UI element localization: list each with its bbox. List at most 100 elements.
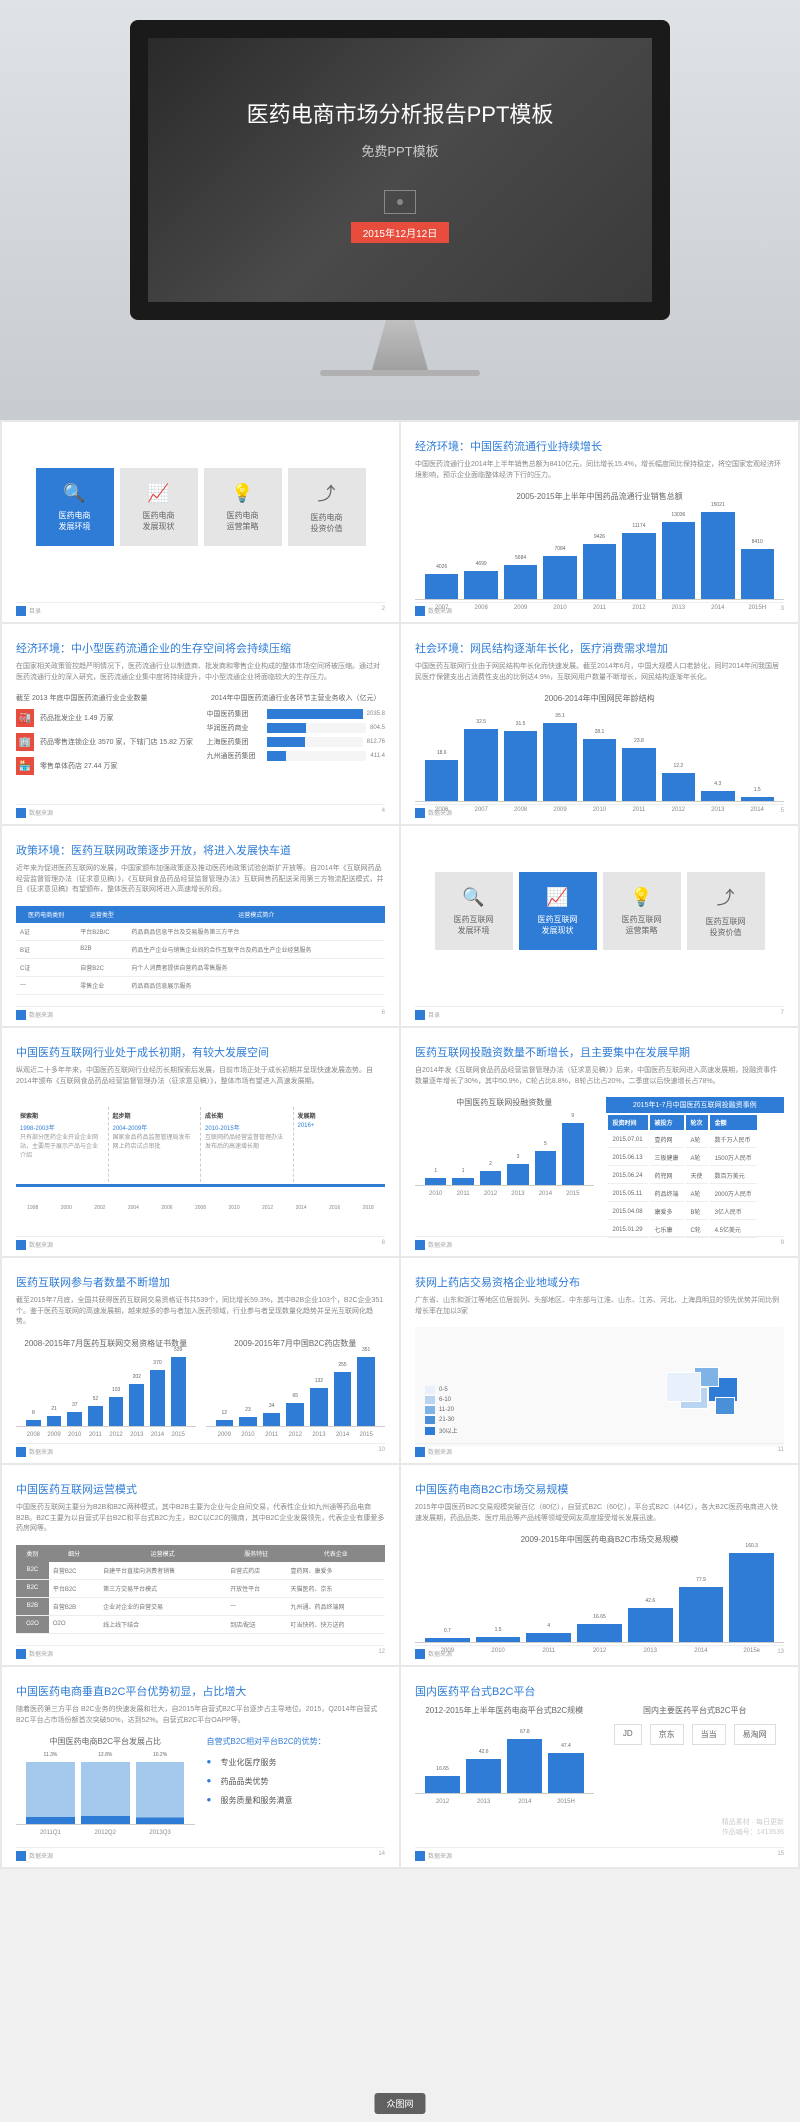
footer-icon: [16, 808, 26, 818]
legend-item: 21-30: [425, 1416, 458, 1424]
chart-bar: 67.82014: [507, 1739, 542, 1793]
slide-desc: 中国医药流通行业2014年上半年销售总额为8410亿元，同比增长15.4%，增长…: [415, 460, 784, 481]
footer-icon: [16, 1649, 26, 1659]
chart-bar: 3512015: [357, 1357, 375, 1426]
page-num: 7: [781, 1010, 784, 1020]
legend-item: 30以上: [425, 1426, 458, 1435]
nav-tile[interactable]: ⤴医药电商投资价值: [288, 468, 366, 546]
chart-title: 2009-2015年中国医药电商B2C市场交易规模: [415, 1534, 784, 1545]
chart-bar: 3702014: [150, 1370, 165, 1425]
chart-bar: 2022013: [129, 1384, 144, 1425]
participants-chart-2: 1220092320103420116520121322013255201435…: [206, 1357, 386, 1427]
slide-desc: 中国医药互联网主要分为B2B和B2C两种模式，其中B2B主要为企业与企自间交易，…: [16, 1503, 385, 1535]
chart-bar: 212009: [47, 1416, 62, 1426]
footer-icon: [415, 1851, 425, 1861]
chart-bar: 232010: [239, 1417, 257, 1425]
hbar-row: 九州通医药集团411.4: [207, 751, 386, 761]
chart-bar: 47.42015H: [548, 1753, 583, 1793]
platform-logo: 当当: [692, 1724, 726, 1745]
chart-bar: 0.72009: [425, 1638, 470, 1642]
slide-title: 获网上药店交易资格企业地域分布: [415, 1274, 784, 1290]
chart-bar: 52014: [535, 1151, 556, 1186]
chart-bar: 150212014: [701, 512, 734, 599]
chart-bar: 130362013: [662, 522, 695, 599]
growth-bar-chart: 4026200746992008568420097084201094262011…: [415, 510, 784, 600]
slide-desc: 中国医药互联网行业由于网民结构年长化而快速发展。截至2014年6月，中国大规模人…: [415, 662, 784, 683]
footer-icon: [415, 1447, 425, 1457]
platforms-bar-chart: 16.65201242.6201367.8201447.42015H: [415, 1724, 594, 1794]
chart-bar: 32.52007: [464, 729, 497, 801]
timeline-segment: 起步期2004-2009年国家食品药品监督管理局发布网上药店试点审批: [109, 1107, 202, 1187]
slide-title: 社会环境：网民结构逐渐年长化，医疗消费需求增加: [415, 640, 784, 656]
slide-title: 中国医药电商垂直B2C平台优势初显，占比增大: [16, 1683, 385, 1699]
slide-compress: 经济环境：中小型医药流通企业的生存空间将会持续压缩 在国家相关政策管控趋严明情况…: [2, 624, 399, 824]
chart-bar: 28.12010: [583, 739, 616, 801]
timeline: 探索期1998-2003年只有部分医药企业开设企业网站，主要用于展示产品与企业介…: [16, 1107, 385, 1187]
platform-logo: 易淘网: [734, 1724, 776, 1745]
nav-tiles-2: 🔍医药互联网发展环境📈医药互联网发展现状💡医药互联网运营策略⤴医药互联网投资价值: [415, 872, 784, 950]
page-num: 4: [382, 808, 385, 818]
slide-title: 医药互联网投融资数量不断增长，且主要集中在发展早期: [415, 1044, 784, 1060]
chart-bar: 32013: [507, 1164, 528, 1185]
stat-title: 截至 2013 年底中国医药流通行业企业数量: [16, 693, 195, 703]
slide-title: 经济环境：中小型医药流通企业的生存空间将会持续压缩: [16, 640, 385, 656]
nav-tile[interactable]: 🔍医药互联网发展环境: [435, 872, 513, 950]
chart-bar: 77.92014: [679, 1587, 724, 1642]
timeline-segment: 探索期1998-2003年只有部分医药企业开设企业网站，主要用于展示产品与企业介…: [16, 1107, 109, 1187]
nav-tile[interactable]: 📈医药电商发展现状: [120, 468, 198, 546]
legend-item: 11-20: [425, 1406, 458, 1414]
slide-social: 社会环境：网民结构逐渐年长化，医疗消费需求增加 中国医药互联网行业由于网民结构年…: [401, 624, 798, 824]
chart-title: 2012-2015年上半年医药电商平台式B2C规模: [415, 1705, 594, 1716]
model-table: 类别细分运营模式服务特征代表企业B2C自营B2C自建平台直接向消费者销售自营式药…: [16, 1545, 385, 1634]
chart-bar: 5392015: [171, 1357, 186, 1426]
slide-map: 获网上药店交易资格企业地域分布 广东省、山东和浙江等地区位居前列、头部地区、中东…: [401, 1258, 798, 1463]
stacked-bar: 10.2%2013Q3: [136, 1762, 185, 1824]
chart-bar: 372010: [67, 1412, 82, 1426]
platform-logo: 京东: [650, 1724, 684, 1745]
nav-tile[interactable]: 💡医药互联网运营策略: [603, 872, 681, 950]
stat-row: 🏢药品零售连锁企业 3570 家，下辖门店 15.82 万家: [16, 733, 195, 751]
footer-icon: [415, 606, 425, 616]
side-table-title: 2015年1-7月中国医药互联网投融资事例: [606, 1097, 785, 1113]
stat-row: 🏪零售单体药店 27.44 万家: [16, 757, 195, 775]
chart-title: 中国医药互联网投融资数量: [415, 1097, 594, 1108]
chart-title: 2005-2015年上半年中国药品流通行业销售总额: [415, 491, 784, 502]
timeline-segment: 发展期2016+: [294, 1107, 386, 1187]
chart-bar: 16.652012: [425, 1776, 460, 1793]
slide-vertical: 中国医药电商垂直B2C平台优势初显，占比增大 随着医药第三方平台 B2C业务的快…: [2, 1667, 399, 1867]
slides-grid: 🔍医药电商发展环境📈医药电商发展现状💡医药电商运营策略⤴医药电商投资价值 目录2…: [0, 420, 800, 1869]
nav-tile[interactable]: 📈医药互联网发展现状: [519, 872, 597, 950]
monitor-screen: 医药电商市场分析报告PPT模板 免费PPT模板 2015年12月12日: [130, 20, 670, 320]
stacked-bar: 11.3%2011Q1: [26, 1762, 75, 1824]
chart-bar: 18.62006: [425, 760, 458, 801]
slide-desc: 2015年中国医药B2C交易规模突破百亿（80亿），自营式B2C（60亿），平台…: [415, 1503, 784, 1524]
watermark-sub: 精品素材 · 每日更新: [722, 1817, 784, 1827]
slide-desc: 随着医药第三方平台 B2C业务的快速发展和壮大，自2015年自营式B2C平台逐步…: [16, 1705, 385, 1726]
slide-platforms: 国内医药平台式B2C平台 2012-2015年上半年医药电商平台式B2C规模 1…: [401, 1667, 798, 1867]
monitor-stand: [365, 320, 435, 370]
page-num: 3: [781, 606, 784, 616]
chart-title: 2008-2015年7月医药互联网交易资格证书数量: [16, 1338, 196, 1349]
nav-tile[interactable]: ⤴医药互联网投资价值: [687, 872, 765, 950]
bullet-item: 专业化医疗服务: [207, 1753, 386, 1772]
chart-bar: 1322013: [310, 1388, 328, 1425]
nav-tile[interactable]: 💡医药电商运营策略: [204, 468, 282, 546]
chart-bar: 122009: [216, 1420, 234, 1426]
chart-bar: 111742012: [622, 533, 655, 599]
slide-growth: 经济环境：中国医药流通行业持续增长 中国医药流通行业2014年上半年销售总额为8…: [401, 422, 798, 622]
page-num: 6: [382, 1010, 385, 1020]
page-num: 11: [778, 1447, 784, 1457]
map-legend: 0-56-1011-2021-3030以上: [425, 1384, 458, 1437]
chart-bar: 160.32015e: [729, 1553, 774, 1642]
chart-bar: 12011: [452, 1178, 473, 1185]
china-map: 0-56-1011-2021-3030以上: [415, 1327, 784, 1447]
slide-desc: 近年来为促进医药互联网的发展，中国家颁布加强政策逐及推动医药地政策试验创新扩开放…: [16, 864, 385, 896]
chart-bar: 1.52010: [476, 1637, 521, 1642]
footer-icon: [415, 808, 425, 818]
slide-participants: 医药互联网参与者数量不断增加 截至2015年7月底，全国共获得医药互联网交易资格…: [2, 1258, 399, 1463]
slide-nav-1: 🔍医药电商发展环境📈医药电商发展现状💡医药电商运营策略⤴医药电商投资价值 目录2: [2, 422, 399, 622]
nav-tile[interactable]: 🔍医药电商发展环境: [36, 468, 114, 546]
footer-label: 目录: [29, 609, 41, 615]
chart-bar: 82008: [26, 1420, 41, 1426]
page-num: 8: [382, 1240, 385, 1250]
